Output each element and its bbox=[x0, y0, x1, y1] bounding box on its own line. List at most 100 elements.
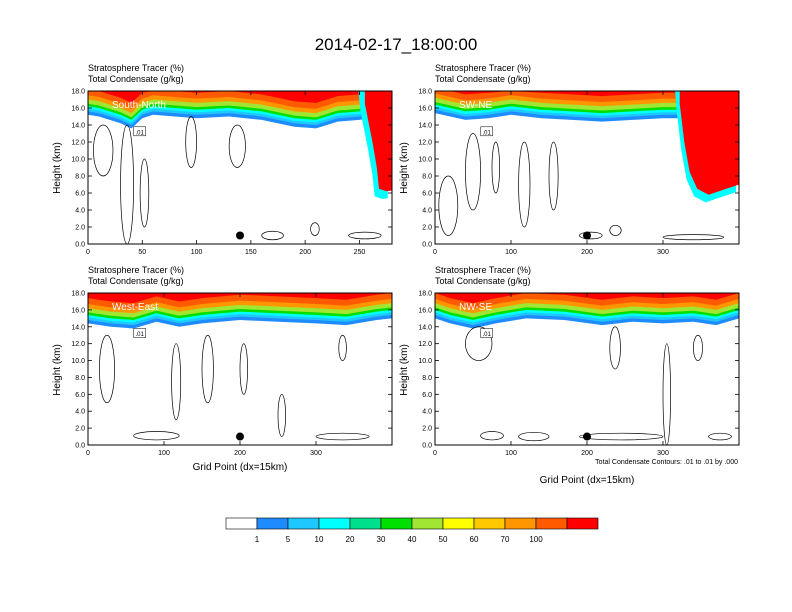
condensate-contour bbox=[315, 432, 370, 441]
x-tick-label: 250 bbox=[354, 249, 366, 256]
location-marker bbox=[236, 231, 244, 240]
panel-3-plot: .01 West-East 0.0 2.0 4.0 6.0 8.0 10.0 12.0 14.0 1… bbox=[71, 291, 393, 457]
y-tick-label: 18.0 bbox=[418, 291, 432, 298]
panel-sw-ne: Stratosphere Tracer (%) Total Condensate… bbox=[399, 63, 740, 256]
location-marker bbox=[583, 432, 591, 441]
condensate-contour bbox=[693, 334, 703, 361]
panel-1-title-2: Total Condensate (g/kg) bbox=[88, 74, 184, 84]
x-tick-label: 300 bbox=[310, 450, 322, 457]
y-tick-label: 8.0 bbox=[75, 174, 85, 181]
condensate-contour bbox=[662, 343, 671, 445]
condensate-contour bbox=[491, 141, 500, 194]
colorbar-swatch-4 bbox=[349, 517, 382, 530]
contour-label: .01 bbox=[136, 130, 145, 136]
x-tick-label: 300 bbox=[657, 249, 669, 256]
condensate-contour bbox=[228, 124, 246, 168]
x-tick-label: 100 bbox=[191, 249, 203, 256]
panel-2-title-2: Total Condensate (g/kg) bbox=[435, 74, 531, 84]
x-tick-label: 300 bbox=[657, 450, 669, 457]
location-marker bbox=[236, 432, 244, 441]
contour-label-box bbox=[480, 126, 493, 137]
y-tick-label: 0.0 bbox=[75, 443, 85, 450]
condensate-contour bbox=[99, 334, 115, 404]
colorbar-swatch-7 bbox=[442, 517, 475, 530]
y-tick-label: 6.0 bbox=[422, 392, 432, 399]
colorbar-swatch-3 bbox=[318, 517, 351, 530]
condensate-contour bbox=[465, 133, 481, 211]
x-tick-label: 0 bbox=[433, 450, 437, 457]
colorbar-swatch-9 bbox=[504, 517, 537, 530]
y-tick-label: 2.0 bbox=[422, 426, 432, 433]
colorbar-swatch-6 bbox=[411, 517, 444, 530]
condensate-contour bbox=[201, 334, 214, 404]
x-tick-label: 100 bbox=[158, 450, 170, 457]
x-tick-label: 50 bbox=[138, 249, 146, 256]
x-tick-label: 100 bbox=[505, 450, 517, 457]
colorbar-label: 30 bbox=[377, 535, 386, 544]
tracer-band-0 bbox=[88, 91, 392, 103]
condensate-contour bbox=[609, 224, 622, 236]
y-tick-label: 10.0 bbox=[418, 157, 432, 164]
location-marker bbox=[583, 231, 591, 240]
y-tick-label: 10.0 bbox=[418, 358, 432, 365]
y-tick-label: 10.0 bbox=[71, 157, 85, 164]
y-tick-label: 18.0 bbox=[71, 89, 85, 96]
contour-label-box bbox=[133, 126, 146, 137]
condensate-contour bbox=[239, 343, 248, 395]
y-tick-label: 0.0 bbox=[75, 242, 85, 249]
condensate-contour bbox=[348, 231, 382, 240]
colorbar: 1 5 10 20 30 40 50 60 70 100 bbox=[225, 517, 599, 544]
section-label: SW-NE bbox=[459, 100, 492, 111]
y-tick-label: 12.0 bbox=[71, 341, 85, 348]
y-tick-label: 4.0 bbox=[75, 409, 85, 416]
condensate-contour bbox=[261, 230, 284, 241]
condensate-contour bbox=[662, 234, 725, 241]
contour-label: .01 bbox=[136, 332, 145, 338]
condensate-contour bbox=[93, 124, 114, 177]
y-tick-label: 2.0 bbox=[422, 225, 432, 232]
panel-4-xlabel: Grid Point (dx=15km) bbox=[540, 475, 635, 486]
panel-4-title-1: Stratosphere Tracer (%) bbox=[435, 265, 531, 275]
x-tick-label: 200 bbox=[581, 450, 593, 457]
intrusion-core bbox=[679, 91, 739, 195]
condensate-contour bbox=[277, 393, 286, 437]
y-tick-label: 6.0 bbox=[75, 392, 85, 399]
panel-3-xlabel: Grid Point (dx=15km) bbox=[193, 462, 288, 473]
condensate-contour bbox=[579, 231, 603, 240]
panel-4-title-2: Total Condensate (g/kg) bbox=[435, 276, 531, 286]
y-tick-label: 16.0 bbox=[418, 106, 432, 113]
contour-note: Total Condensate Contours: .01 to .01 by… bbox=[595, 459, 738, 466]
y-tick-label: 0.0 bbox=[422, 443, 432, 450]
panel-2-title-1: Stratosphere Tracer (%) bbox=[435, 63, 531, 73]
y-tick-label: 4.0 bbox=[422, 208, 432, 215]
condensate-contour bbox=[185, 116, 197, 168]
panel-1-title-1: Stratosphere Tracer (%) bbox=[88, 63, 184, 73]
panel-2-plot: .01 SW-NE 0.0 2.0 4.0 6.0 8.0 10.0 12.0 14.0 16.0 1… bbox=[418, 89, 740, 256]
section-label: NW-SE bbox=[459, 302, 492, 313]
condensate-contour bbox=[120, 124, 134, 244]
y-tick-label: 8.0 bbox=[75, 375, 85, 382]
y-tick-label: 8.0 bbox=[422, 174, 432, 181]
y-tick-label: 0.0 bbox=[422, 242, 432, 249]
y-tick-label: 16.0 bbox=[71, 307, 85, 314]
condensate-contour bbox=[310, 222, 320, 236]
y-tick-label: 12.0 bbox=[71, 140, 85, 147]
x-tick-label: 200 bbox=[581, 249, 593, 256]
y-tick-label: 10.0 bbox=[71, 358, 85, 365]
plot-frame bbox=[87, 90, 393, 245]
colorbar-swatch-11 bbox=[566, 517, 599, 530]
condensate-contour bbox=[518, 431, 550, 442]
condensate-contour bbox=[609, 326, 621, 370]
contour-label-box bbox=[133, 328, 146, 338]
panel-south-north: Stratosphere Tracer (%) Total Condensate… bbox=[52, 63, 393, 256]
panel-west-east: Stratosphere Tracer (%) Total Condensate… bbox=[52, 265, 393, 473]
colorbar-label: 70 bbox=[501, 535, 510, 544]
colorbar-label: 20 bbox=[346, 535, 355, 544]
panel-1-ylabel: Height (km) bbox=[52, 142, 63, 194]
y-tick-label: 16.0 bbox=[418, 307, 432, 314]
colorbar-label: 5 bbox=[286, 535, 291, 544]
contour-label-box bbox=[480, 328, 493, 338]
contour-label: .01 bbox=[483, 130, 492, 136]
colorbar-label: 40 bbox=[408, 535, 417, 544]
